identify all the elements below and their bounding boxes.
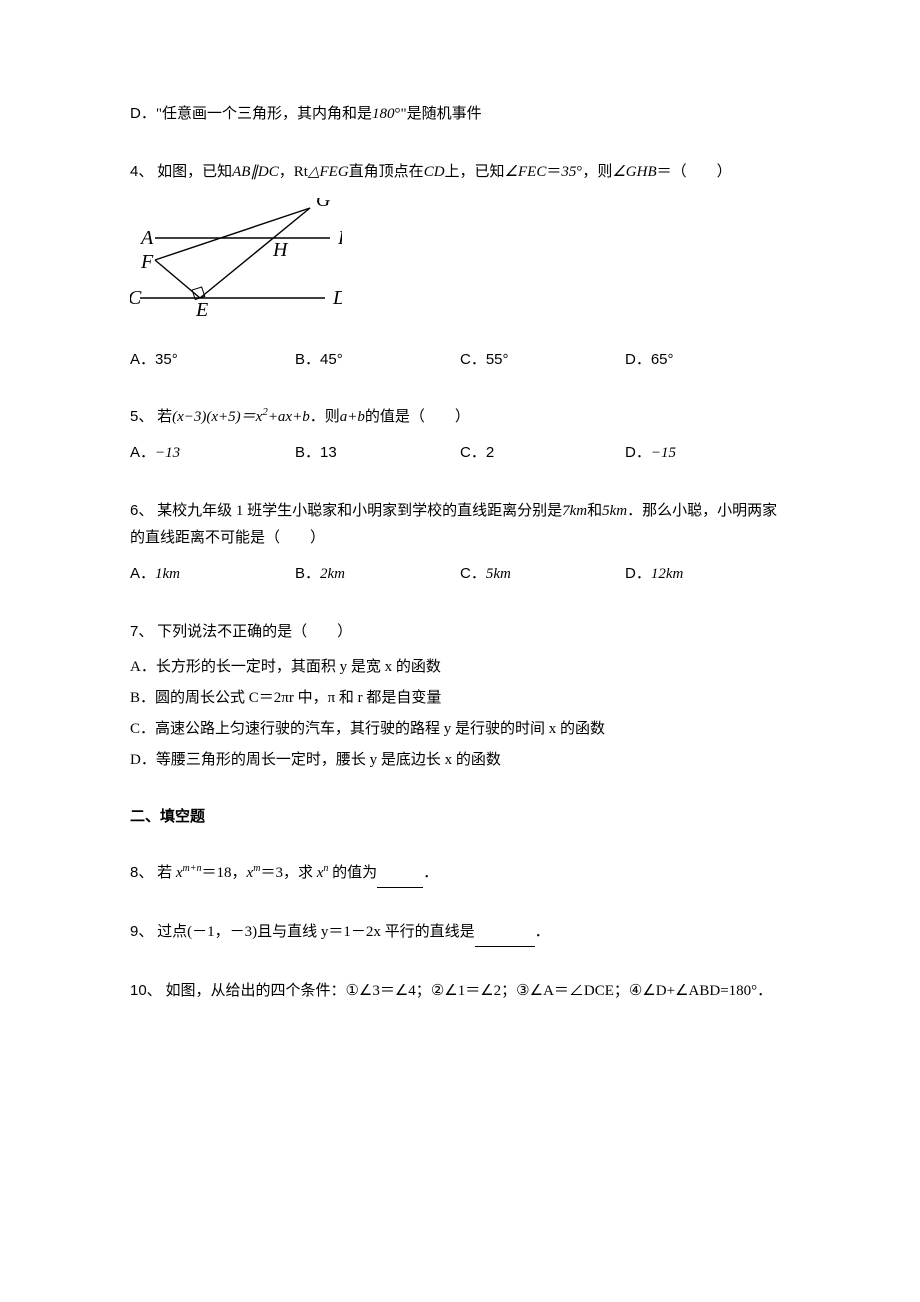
q5-opt-d: D．−15 <box>625 439 790 467</box>
q4-num: 4、 <box>130 163 153 180</box>
q10-t1: ∠3＝∠4； <box>359 983 431 999</box>
q4-stem: 4、 如图，已知AB∥DC，Rt△FEG直角顶点在CD上，已知∠FEC＝35°，… <box>130 158 790 186</box>
q7-opt-a: A．长方形的长一定时，其面积 y 是宽 x 的函数 <box>130 654 790 681</box>
q8-v1: x <box>176 865 183 881</box>
q7-num: 7、 <box>130 623 153 640</box>
q4-mid1: ，Rt <box>279 164 308 180</box>
q8-tail: 的值为 <box>328 865 377 881</box>
question-8: 8、 若 xm+n＝18，xm＝3，求 xn 的值为 ． <box>130 859 790 888</box>
q5-options: A．−13 B．13 C．2 D．−15 <box>130 439 790 467</box>
question-5: 5、 若(x−3)(x+5)＝x2+ax+b．则a+b的值是（ ） A．−13 … <box>130 403 790 467</box>
q4-figure: A B H G FC D E <box>130 198 790 328</box>
q4-tail: （ ） <box>672 164 732 180</box>
q4-tri: △FEG <box>308 164 349 180</box>
circle-2-icon: ② <box>431 982 444 999</box>
q8-p1: 若 <box>157 865 176 881</box>
q6-t1: 某校九年级 1 班学生小聪家和小明家到学校的直线距离分别是 <box>157 503 562 519</box>
q5-lead: 若 <box>157 409 172 425</box>
q9-text: 过点(－1，－3)且与直线 y＝1－2x 平行的直线是 <box>157 924 475 940</box>
q6-opt-a: A．1km <box>130 560 295 588</box>
q4-options: A．35° B．45° C．55° D．65° <box>130 346 790 373</box>
q4-opt-c: C．55° <box>460 346 625 373</box>
svg-text:D: D <box>332 287 342 309</box>
q5-opt-a: A．−13 <box>130 439 295 467</box>
q6-d1: 7km <box>562 503 587 519</box>
q4-ang1: ∠FEC <box>505 164 547 180</box>
q8-blank <box>377 860 423 888</box>
q7-opt-c: C．高速公路上匀速行驶的汽车，其行驶的路程 y 是行驶的时间 x 的函数 <box>130 716 790 743</box>
q5-expr1: (x−3)(x+5)＝x <box>172 409 262 425</box>
svg-text:E: E <box>195 299 208 318</box>
q10-t4: ∠D+∠ABD=180°． <box>642 983 772 999</box>
q5-mid: ．则 <box>310 409 340 425</box>
q5-opt-b: B．13 <box>295 439 460 467</box>
opt-d-tail: "是随机事件 <box>400 106 481 122</box>
svg-text:F: F <box>140 251 154 273</box>
q4-lead: 如图，已知 <box>157 164 232 180</box>
q4-mid4: ，则 <box>582 164 612 180</box>
q4-opt-d: D．65° <box>625 346 790 373</box>
q4-ang2: ∠GHB <box>612 164 656 180</box>
q10-num: 10、 <box>130 982 162 999</box>
q8-period: ． <box>423 865 438 881</box>
q7-opt-b: B．圆的周长公式 C＝2πr 中，π 和 r 都是自变量 <box>130 685 790 712</box>
q5-opt-c: C．2 <box>460 439 625 467</box>
circle-1-icon: ① <box>345 982 358 999</box>
geometry-diagram: A B H G FC D E <box>130 198 342 318</box>
q9-blank <box>475 919 535 947</box>
q5-tail: 的值是（ ） <box>365 409 470 425</box>
q6-options: A．1km B．2km C．5km D．12km <box>130 560 790 588</box>
q4-rel: AB∥DC <box>232 164 279 180</box>
q7-stem: 7、 下列说法不正确的是（ ） <box>130 618 790 646</box>
q8-eq1: ＝18， <box>202 865 247 881</box>
option-d-fragment: D．"任意画一个三角形，其内角和是180°"是随机事件 <box>130 100 790 128</box>
q5-num: 5、 <box>130 408 153 425</box>
question-6: 6、 某校九年级 1 班学生小聪家和小明家到学校的直线距离分别是7km和5km．… <box>130 497 790 588</box>
q9-num: 9、 <box>130 923 153 940</box>
q4-eq: ＝ <box>546 164 561 180</box>
svg-text:B: B <box>338 227 342 249</box>
q8-eq2: ＝3，求 <box>260 865 316 881</box>
q5-stem: 5、 若(x−3)(x+5)＝x2+ax+b．则a+b的值是（ ） <box>130 403 790 431</box>
question-7: 7、 下列说法不正确的是（ ） A．长方形的长一定时，其面积 y 是宽 x 的函… <box>130 618 790 774</box>
q4-mid2: 直角顶点在 <box>349 164 424 180</box>
question-10: 10、 如图，从给出的四个条件：①∠3＝∠4；②∠1＝∠2；③∠A＝∠DCE；④… <box>130 977 790 1005</box>
q10-t2: ∠1＝∠2； <box>444 983 516 999</box>
q9-period: ． <box>535 924 550 940</box>
q6-stem: 6、 某校九年级 1 班学生小聪家和小明家到学校的直线距离分别是7km和5km．… <box>130 497 790 552</box>
section-2-heading: 二、填空题 <box>130 804 790 831</box>
q10-t3: ∠A＝∠DCE； <box>530 983 629 999</box>
q6-opt-c: C．5km <box>460 560 625 588</box>
svg-text:C: C <box>130 287 142 309</box>
q5-expr3: a+b <box>340 409 365 425</box>
q8-num: 8、 <box>130 864 153 881</box>
question-4: 4、 如图，已知AB∥DC，Rt△FEG直角顶点在CD上，已知∠FEC＝35°，… <box>130 158 790 373</box>
q6-opt-d: D．12km <box>625 560 790 588</box>
q6-d2: 5km <box>602 503 627 519</box>
q4-opt-a: A．35° <box>130 346 295 373</box>
question-9: 9、 过点(－1，－3)且与直线 y＝1－2x 平行的直线是 ． <box>130 918 790 947</box>
angle-180: 180 <box>372 106 395 122</box>
q6-and: 和 <box>587 503 602 519</box>
q4-ang1v: 35 <box>561 164 576 180</box>
q4-eq2: ＝ <box>657 164 672 180</box>
q6-opt-b: B．2km <box>295 560 460 588</box>
opt-d-text: ．"任意画一个三角形，其内角和是 <box>141 106 372 122</box>
q7-options: A．长方形的长一定时，其面积 y 是宽 x 的函数 B．圆的周长公式 C＝2πr… <box>130 654 790 774</box>
q4-mid3: 上，已知 <box>445 164 505 180</box>
svg-text:G: G <box>316 198 331 211</box>
svg-text:A: A <box>139 227 154 249</box>
svg-text:H: H <box>272 239 289 261</box>
q5-expr2: +ax+b <box>268 409 310 425</box>
circle-3-icon: ③ <box>516 982 529 999</box>
q4-seg: CD <box>424 164 445 180</box>
q4-opt-b: B．45° <box>295 346 460 373</box>
q6-num: 6、 <box>130 502 153 519</box>
circle-4-icon: ④ <box>629 982 642 999</box>
opt-label: D <box>130 105 141 122</box>
q7-opt-d: D．等腰三角形的周长一定时，腰长 y 是底边长 x 的函数 <box>130 747 790 774</box>
q8-sup1: m+n <box>183 863 202 874</box>
q7-text: 下列说法不正确的是（ ） <box>157 624 352 640</box>
q10-text: 如图，从给出的四个条件： <box>165 983 345 999</box>
